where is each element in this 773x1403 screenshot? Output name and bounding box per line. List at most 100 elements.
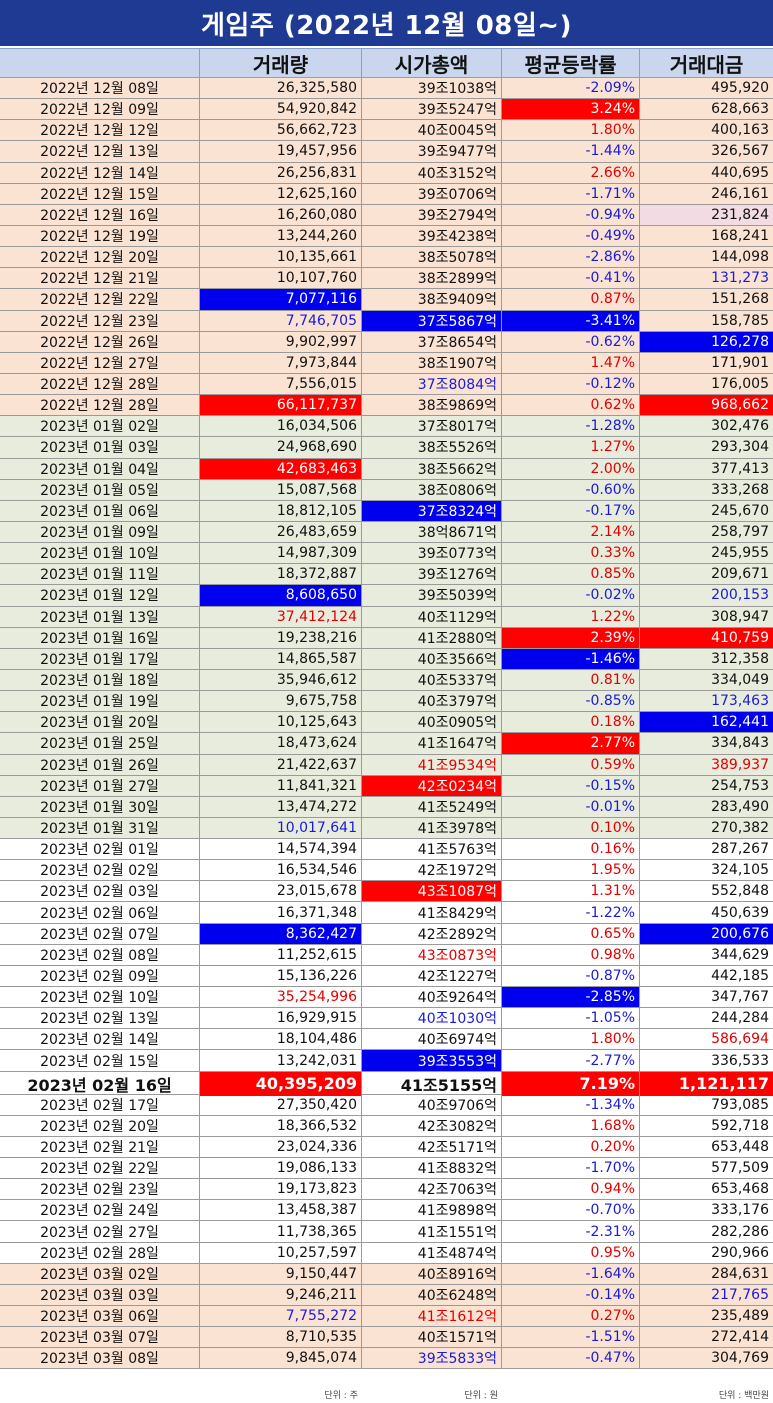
avg-change-cell: 0.16% <box>502 839 640 860</box>
avg-change-cell: -1.51% <box>502 1327 640 1348</box>
date-cell: 2023년 02월 03일 <box>0 881 200 902</box>
footer-unit-amount: 단위 : 백만원 <box>718 1390 769 1401</box>
date-cell: 2023년 03월 08일 <box>0 1348 200 1369</box>
avg-change-cell: -1.05% <box>502 1008 640 1029</box>
header-date <box>0 49 200 78</box>
table-row: 2022년 12월 12일 56,662,723 40조0045억 1.80% 400,… <box>0 120 773 142</box>
market-cap-cell: 42조3082억 <box>362 1115 502 1136</box>
date-cell: 2022년 12월 14일 <box>0 162 200 183</box>
table-row: 2023년 02월 15일 13,242,031 39조3553억 -2.77% 336… <box>0 1050 773 1072</box>
table-row: 2022년 12월 26일 9,902,997 37조8654억 -0.62% 126,… <box>0 331 773 353</box>
table-row: 2023년 02월 28일 10,257,597 41조4874억 0.95% 290,… <box>0 1242 773 1264</box>
avg-change-cell: 1.47% <box>502 352 640 373</box>
volume-cell: 18,473,624 <box>200 733 362 754</box>
trade-amount-cell: 308,947 <box>711 608 769 625</box>
volume-cell: 14,865,587 <box>200 648 362 669</box>
date-cell: 2023년 02월 10일 <box>0 987 200 1008</box>
avg-change-cell: -2.77% <box>502 1050 640 1071</box>
market-cap-cell: 40조1571억 <box>362 1327 502 1348</box>
trade-amount-cell: 326,567 <box>711 143 769 160</box>
date-cell: 2023년 01월 13일 <box>0 606 200 627</box>
trade-amount-cell: 653,468 <box>711 1181 769 1198</box>
table-body: 2022년 12월 08일 26,325,580 39조1038억 -2.09% 495… <box>0 78 773 1370</box>
volume-cell: 21,422,637 <box>200 754 362 775</box>
trade-amount-cell: 400,163 <box>711 122 769 139</box>
table-row: 2023년 01월 31일 10,017,641 41조3978억 0.10% 270,… <box>0 817 773 840</box>
market-cap-cell: 38조9869억 <box>362 395 502 416</box>
volume-cell: 7,755,272 <box>200 1306 362 1327</box>
market-cap-cell: 42조0234억 <box>362 775 502 796</box>
table-row: 2023년 01월 27일 11,841,321 42조0234억 -0.15% 254… <box>0 775 773 797</box>
avg-change-cell: -1.64% <box>502 1263 640 1284</box>
date-cell: 2022년 12월 20일 <box>0 247 200 268</box>
volume-cell: 11,738,365 <box>200 1221 362 1242</box>
trade-amount-cell: 410,759 <box>640 627 773 648</box>
market-cap-cell: 37조8084억 <box>362 373 502 395</box>
market-cap-cell: 38조5662억 <box>362 458 502 479</box>
date-cell: 2023년 01월 11일 <box>0 564 200 585</box>
volume-cell: 16,034,506 <box>200 416 362 437</box>
avg-change-cell: 0.10% <box>502 817 640 839</box>
volume-cell: 7,973,844 <box>200 352 362 373</box>
avg-change-cell: 1.27% <box>502 437 640 458</box>
market-cap-cell: 37조8017억 <box>362 416 502 437</box>
table-row: 2023년 02월 09일 15,136,226 42조1227억 -0.87% 442… <box>0 965 773 988</box>
table-row: 2022년 12월 15일 12,625,160 39조0706억 -1.71% 246… <box>0 183 773 205</box>
table-row: 2023년 01월 03일 24,968,690 38조5526억 1.27% 293,… <box>0 437 773 459</box>
market-cap-cell: 38조5078억 <box>362 247 502 268</box>
date-cell: 2023년 02월 08일 <box>0 944 200 965</box>
volume-cell: 9,902,997 <box>200 331 362 352</box>
volume-cell: 26,256,831 <box>200 162 362 183</box>
market-cap-cell: 41조5155억 <box>362 1071 502 1096</box>
date-cell: 2023년 01월 25일 <box>0 733 200 754</box>
table-row: 2022년 12월 28일 7,556,015 37조8084억 -0.12% 176,… <box>0 373 773 396</box>
table-row: 2022년 12월 22일 7,077,116 38조9409억 0.87% 151,2… <box>0 289 773 311</box>
table-row: 2023년 02월 03일 23,015,678 43조1087억 1.31% 552,… <box>0 881 773 903</box>
market-cap-cell: 41조1551억 <box>362 1221 502 1242</box>
trade-amount-cell: 312,358 <box>711 650 769 667</box>
date-cell: 2023년 02월 23일 <box>0 1179 200 1200</box>
volume-cell: 10,135,661 <box>200 247 362 268</box>
volume-cell: 11,252,615 <box>200 944 362 965</box>
market-cap-cell: 39조3553억 <box>362 1050 502 1071</box>
volume-cell: 35,946,612 <box>200 669 362 691</box>
market-cap-cell: 42조5171억 <box>362 1136 502 1158</box>
date-cell: 2023년 01월 09일 <box>0 521 200 543</box>
date-cell: 2023년 01월 17일 <box>0 648 200 669</box>
market-cap-cell: 39조5833억 <box>362 1348 502 1369</box>
volume-cell: 12,625,160 <box>200 183 362 204</box>
trade-amount-cell: 209,671 <box>711 566 769 583</box>
avg-change-cell: 1.80% <box>502 1029 640 1050</box>
trade-amount-cell: 283,490 <box>711 798 769 815</box>
avg-change-cell: -0.15% <box>502 775 640 796</box>
avg-change-cell: 0.20% <box>502 1136 640 1158</box>
date-cell: 2023년 01월 05일 <box>0 479 200 500</box>
market-cap-cell: 40조0905억 <box>362 712 502 733</box>
avg-change-cell: -2.86% <box>502 247 640 268</box>
table-row: 2022년 12월 19일 13,244,260 39조4238억 -0.49% 168… <box>0 225 773 248</box>
avg-change-cell: 0.59% <box>502 754 640 775</box>
avg-change-cell: -1.71% <box>502 183 640 204</box>
market-cap-cell: 37조8324억 <box>362 500 502 521</box>
market-cap-cell: 41조1612억 <box>362 1306 502 1327</box>
date-cell: 2023년 02월 20일 <box>0 1115 200 1136</box>
trade-amount-cell: 628,663 <box>711 101 769 118</box>
table-row: 2023년 01월 30일 13,474,272 41조5249억 -0.01% 283… <box>0 796 773 818</box>
volume-cell: 13,458,387 <box>200 1200 362 1221</box>
market-cap-cell: 41조5763억 <box>362 839 502 860</box>
market-cap-cell: 40조1030억 <box>362 1008 502 1029</box>
date-cell: 2023년 01월 12일 <box>0 585 200 606</box>
table-row: 2023년 03월 08일 9,845,074 39조5833억 -0.47% 304,… <box>0 1348 773 1370</box>
date-cell: 2023년 01월 16일 <box>0 627 200 648</box>
header-market-cap: 시가총액 <box>362 49 502 78</box>
avg-change-cell: -0.12% <box>502 373 640 395</box>
table-row: 2023년 02월 10일 35,254,996 40조9264억 -2.85% 347… <box>0 987 773 1009</box>
volume-cell: 23,024,336 <box>200 1136 362 1158</box>
volume-cell: 9,150,447 <box>200 1263 362 1284</box>
volume-cell: 19,238,216 <box>200 627 362 648</box>
market-cap-cell: 40조9706억 <box>362 1094 502 1115</box>
trade-amount-cell: 290,966 <box>711 1244 769 1261</box>
avg-change-cell: -1.46% <box>502 648 640 669</box>
table-row: 2023년 01월 10일 14,987,309 39조0773억 0.33% 245,… <box>0 543 773 565</box>
market-cap-cell: 39조5039억 <box>362 585 502 606</box>
